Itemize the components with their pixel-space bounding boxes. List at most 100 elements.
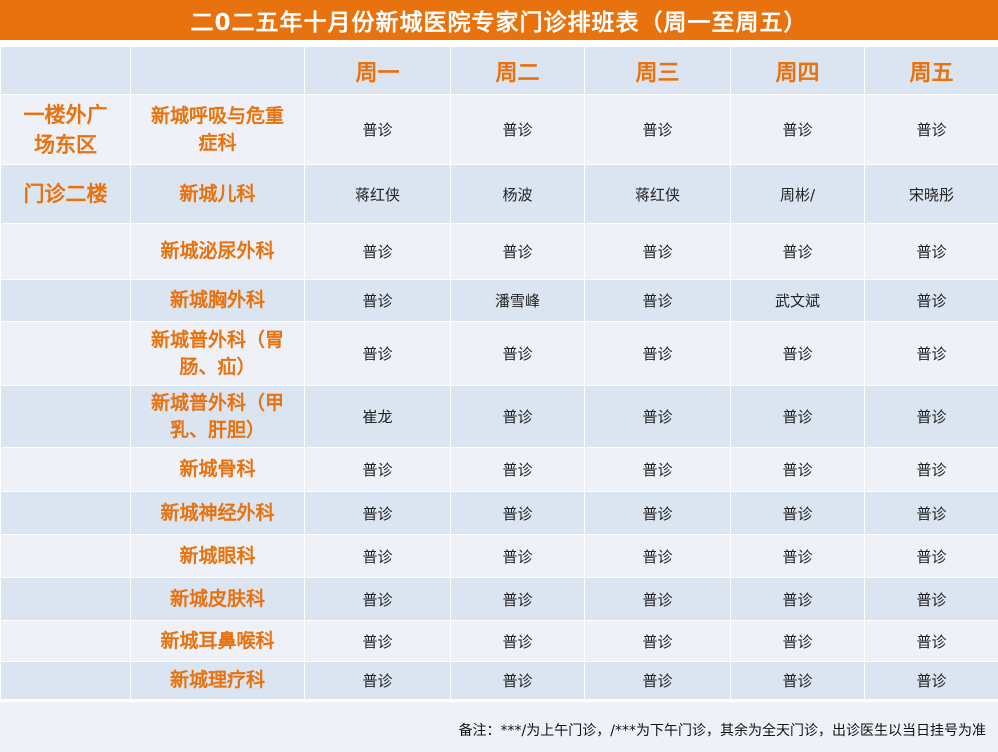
schedule-cell: 普诊	[450, 661, 585, 700]
schedule-cell: 普诊	[730, 620, 865, 662]
schedule-cell: 普诊	[730, 447, 865, 492]
location-cell	[0, 577, 131, 621]
schedule-cell: 普诊	[304, 94, 451, 165]
schedule-cell: 普诊	[730, 661, 865, 700]
location-cell	[0, 534, 131, 578]
schedule-cell: 普诊	[864, 620, 998, 662]
day-header-fri: 周五	[864, 46, 998, 95]
table-row: 新城普外科（甲乳、肝胆） 崔龙 普诊 普诊 普诊 普诊	[0, 385, 998, 448]
schedule-cell: 普诊	[864, 661, 998, 700]
schedule-cell: 普诊	[450, 534, 585, 578]
location-cell	[0, 447, 131, 492]
schedule-cell: 普诊	[304, 620, 451, 662]
schedule-cell: 普诊	[584, 534, 731, 578]
schedule-cell: 普诊	[584, 491, 731, 535]
footnote: 备注：***/为上午门诊，/***为下午门诊，其余为全天门诊，出诊医生以当日挂号…	[458, 723, 986, 739]
location-cell	[0, 491, 131, 535]
schedule-cell: 普诊	[584, 661, 731, 700]
table-row: 新城胸外科 普诊 潘雪峰 普诊 武文斌 普诊	[0, 279, 998, 322]
table-row: 新城骨科 普诊 普诊 普诊 普诊 普诊	[0, 447, 998, 492]
table-row: 新城泌尿外科 普诊 普诊 普诊 普诊 普诊	[0, 223, 998, 280]
schedule-cell: 普诊	[304, 447, 451, 492]
schedule-cell: 普诊	[864, 385, 998, 448]
location-header	[0, 46, 131, 95]
table-row: 新城神经外科 普诊 普诊 普诊 普诊 普诊	[0, 491, 998, 535]
schedule-cell: 崔龙	[304, 385, 451, 448]
table-row: 新城耳鼻喉科 普诊 普诊 普诊 普诊 普诊	[0, 620, 998, 662]
schedule-cell: 普诊	[584, 94, 731, 165]
department-cell: 新城普外科（胃肠、疝）	[130, 321, 305, 386]
location-cell	[0, 321, 131, 386]
schedule-cell: 普诊	[584, 620, 731, 662]
department-header	[130, 46, 305, 95]
day-header-tue: 周二	[450, 46, 585, 95]
day-header-wed: 周三	[584, 46, 731, 95]
department-cell: 新城耳鼻喉科	[130, 620, 305, 662]
schedule-cell: 普诊	[730, 321, 865, 386]
schedule-cell: 宋晓彤	[864, 164, 998, 224]
schedule-cell: 普诊	[584, 385, 731, 448]
schedule-cell: 普诊	[450, 385, 585, 448]
schedule-cell: 普诊	[584, 577, 731, 621]
location-cell: 门诊二楼	[0, 164, 131, 224]
schedule-cell: 普诊	[450, 223, 585, 280]
schedule-cell: 普诊	[304, 661, 451, 700]
schedule-cell: 武文斌	[730, 279, 865, 322]
page-title: 二0二五年十月份新城医院专家门诊排班表（周一至周五）	[0, 0, 998, 43]
department-cell: 新城皮肤科	[130, 577, 305, 621]
schedule-cell: 普诊	[584, 279, 731, 322]
table-row: 新城皮肤科 普诊 普诊 普诊 普诊 普诊	[0, 577, 998, 621]
location-cell	[0, 385, 131, 448]
schedule-cell: 普诊	[864, 577, 998, 621]
schedule-cell: 普诊	[864, 321, 998, 386]
location-cell	[0, 620, 131, 662]
schedule-cell: 普诊	[304, 279, 451, 322]
table-row: 新城理疗科 普诊 普诊 普诊 普诊 普诊	[0, 661, 998, 700]
schedule-cell: 普诊	[730, 223, 865, 280]
schedule-cell: 普诊	[450, 491, 585, 535]
department-cell: 新城泌尿外科	[130, 223, 305, 280]
table-row: 新城普外科（胃肠、疝） 普诊 普诊 普诊 普诊 普诊	[0, 321, 998, 386]
schedule-cell: 普诊	[864, 491, 998, 535]
schedule-cell: 普诊	[450, 94, 585, 165]
schedule-cell: 普诊	[730, 94, 865, 165]
schedule-cell: 杨波	[450, 164, 585, 224]
schedule-cell: 蒋红侠	[584, 164, 731, 224]
schedule-cell: 普诊	[730, 534, 865, 578]
department-cell: 新城儿科	[130, 164, 305, 224]
table-row: 新城眼科 普诊 普诊 普诊 普诊 普诊	[0, 534, 998, 578]
schedule-cell: 普诊	[450, 447, 585, 492]
department-cell: 新城骨科	[130, 447, 305, 492]
schedule-cell: 普诊	[450, 620, 585, 662]
schedule-cell: 普诊	[450, 577, 585, 621]
schedule-cell: 普诊	[304, 321, 451, 386]
schedule-cell: 普诊	[730, 491, 865, 535]
day-header-thu: 周四	[730, 46, 865, 95]
schedule-cell: 普诊	[864, 94, 998, 165]
header-row: 周一 周二 周三 周四 周五	[0, 46, 998, 95]
table-row: 一楼外广场东区 新城呼吸与危重症科 普诊 普诊 普诊 普诊 普诊	[0, 94, 998, 165]
table-row: 门诊二楼 新城儿科 蒋红侠 杨波 蒋红侠 周彬/ 宋晓彤	[0, 164, 998, 224]
schedule-cell: 潘雪峰	[450, 279, 585, 322]
schedule-cell: 普诊	[304, 577, 451, 621]
location-cell	[0, 223, 131, 280]
schedule-cell: 蒋红侠	[304, 164, 451, 224]
schedule-table: 周一 周二 周三 周四 周五 一楼外广场东区 新城呼吸与危重症科 普诊 普诊 普…	[0, 46, 998, 700]
schedule-cell: 普诊	[304, 534, 451, 578]
schedule-cell: 普诊	[584, 447, 731, 492]
schedule-cell: 普诊	[304, 223, 451, 280]
location-cell	[0, 279, 131, 322]
department-cell: 新城胸外科	[130, 279, 305, 322]
location-cell	[0, 661, 131, 700]
schedule-cell: 周彬/	[730, 164, 865, 224]
footer: 备注：***/为上午门诊，/***为下午门诊，其余为全天门诊，出诊医生以当日挂号…	[0, 702, 998, 752]
location-cell: 一楼外广场东区	[0, 94, 131, 165]
schedule-cell: 普诊	[864, 223, 998, 280]
department-cell: 新城眼科	[130, 534, 305, 578]
department-cell: 新城普外科（甲乳、肝胆）	[130, 385, 305, 448]
schedule-cell: 普诊	[584, 321, 731, 386]
schedule-cell: 普诊	[864, 534, 998, 578]
schedule-cell: 普诊	[450, 321, 585, 386]
schedule-cell: 普诊	[584, 223, 731, 280]
